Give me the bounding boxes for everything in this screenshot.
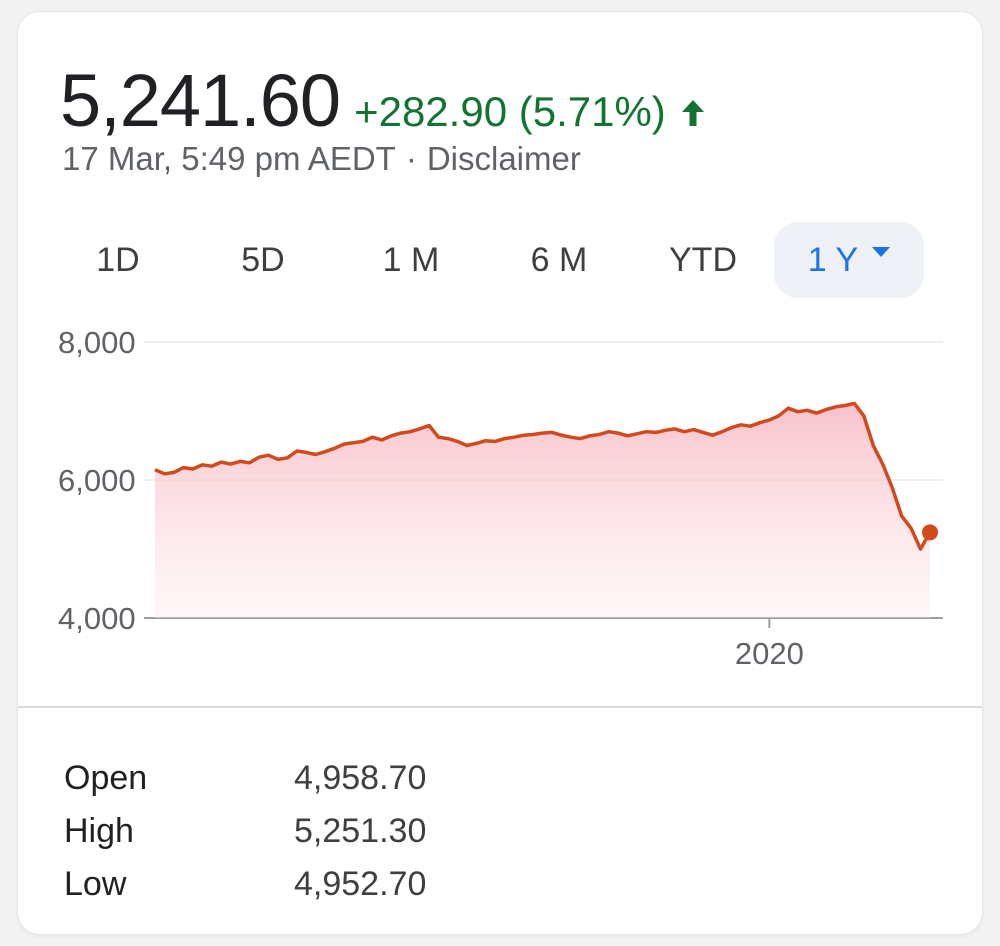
current-price: 5,241.60	[60, 59, 341, 142]
section-divider	[18, 706, 982, 708]
tab-1d[interactable]: 1D	[96, 241, 140, 279]
stat-label: Low	[64, 865, 127, 903]
price-chart: 8,000 6,000 4,000 2020	[58, 325, 943, 671]
x-tick-label: 2020	[735, 636, 804, 671]
price-area-fill	[155, 403, 930, 618]
stock-quote-card: 5,241.60 +282.90 (5.71%) 17 Mar, 5:49 pm…	[18, 12, 982, 934]
last-price-marker	[922, 524, 938, 541]
tab-1y-label: 1 Y	[807, 241, 859, 279]
price-series-line	[154, 401, 932, 551]
y-tick-label: 6,000	[58, 463, 136, 498]
tab-1m[interactable]: 1 M	[382, 241, 440, 279]
timestamp: 17 Mar, 5:49 pm AEDT	[62, 140, 396, 177]
tab-ytd[interactable]: YTD	[669, 241, 737, 279]
stat-row-open: Open 4,958.70	[64, 752, 426, 805]
stat-value: 5,251.30	[294, 812, 427, 850]
dropdown-caret-icon	[872, 247, 891, 257]
price-change: +282.90 (5.71%)	[354, 88, 666, 135]
separator-dot: ·	[405, 140, 417, 177]
stat-label: High	[64, 812, 134, 850]
tab-1y[interactable]: 1 Y	[774, 222, 924, 298]
quote-timestamp-line: 17 Mar, 5:49 pm AEDT · Disclaimer	[62, 140, 581, 178]
stat-row-high: High 5,251.30	[64, 805, 426, 858]
disclaimer-link[interactable]: Disclaimer	[426, 140, 581, 177]
y-tick-label: 8,000	[58, 325, 136, 360]
stat-label: Open	[64, 759, 148, 797]
range-tabs: 1D 5D 1 M 6 M YTD 1 Y	[48, 222, 928, 298]
stat-value: 4,958.70	[294, 759, 427, 797]
price-row: 5,241.60 +282.90 (5.71%)	[60, 58, 706, 143]
y-tick-label: 4,000	[58, 601, 136, 636]
arrow-up-icon	[680, 98, 706, 128]
tab-5d[interactable]: 5D	[241, 241, 285, 279]
stat-row-low: Low 4,952.70	[64, 858, 426, 911]
stats-table: Open 4,958.70 High 5,251.30 Low 4,952.70	[64, 752, 426, 911]
stat-value: 4,952.70	[294, 865, 427, 903]
tab-6m[interactable]: 6 M	[530, 241, 588, 279]
